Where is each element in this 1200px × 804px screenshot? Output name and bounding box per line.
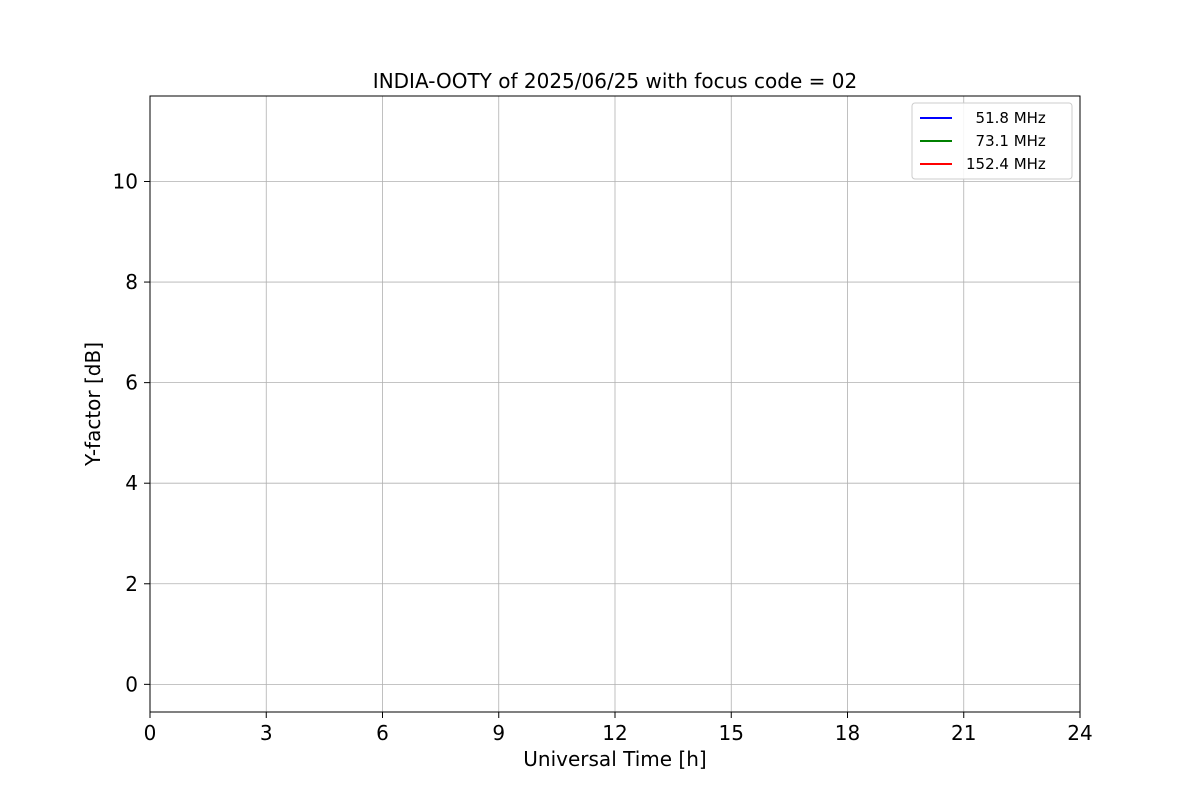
x-tick-label: 24 [1067, 721, 1092, 745]
y-axis-label: Y-factor [dB] [81, 342, 105, 467]
y-tick-label: 4 [125, 471, 138, 495]
x-tick-label: 3 [260, 721, 273, 745]
legend-label: 73.1 MHz [966, 132, 1046, 150]
y-tick-label: 8 [125, 270, 138, 294]
x-tick-label: 21 [951, 721, 976, 745]
legend: 51.8 MHz 73.1 MHz 152.4 MHz [911, 102, 1073, 180]
legend-label: 51.8 MHz [966, 109, 1046, 127]
y-tick-label: 6 [125, 371, 138, 395]
chart-title: INDIA-OOTY of 2025/06/25 with focus code… [373, 69, 857, 93]
legend-box [911, 102, 1073, 180]
y-tick-label: 0 [125, 672, 138, 696]
x-tick-label: 18 [835, 721, 860, 745]
legend-label: 152.4 MHz [966, 155, 1046, 173]
x-tick-label: 6 [376, 721, 389, 745]
x-tick-label: 9 [492, 721, 505, 745]
y-tick-label: 10 [113, 169, 138, 193]
x-tick-label: 15 [719, 721, 744, 745]
y-tick-label: 2 [125, 572, 138, 596]
x-tick-label: 0 [144, 721, 157, 745]
x-axis-label: Universal Time [h] [523, 747, 706, 771]
x-tick-label: 12 [602, 721, 627, 745]
